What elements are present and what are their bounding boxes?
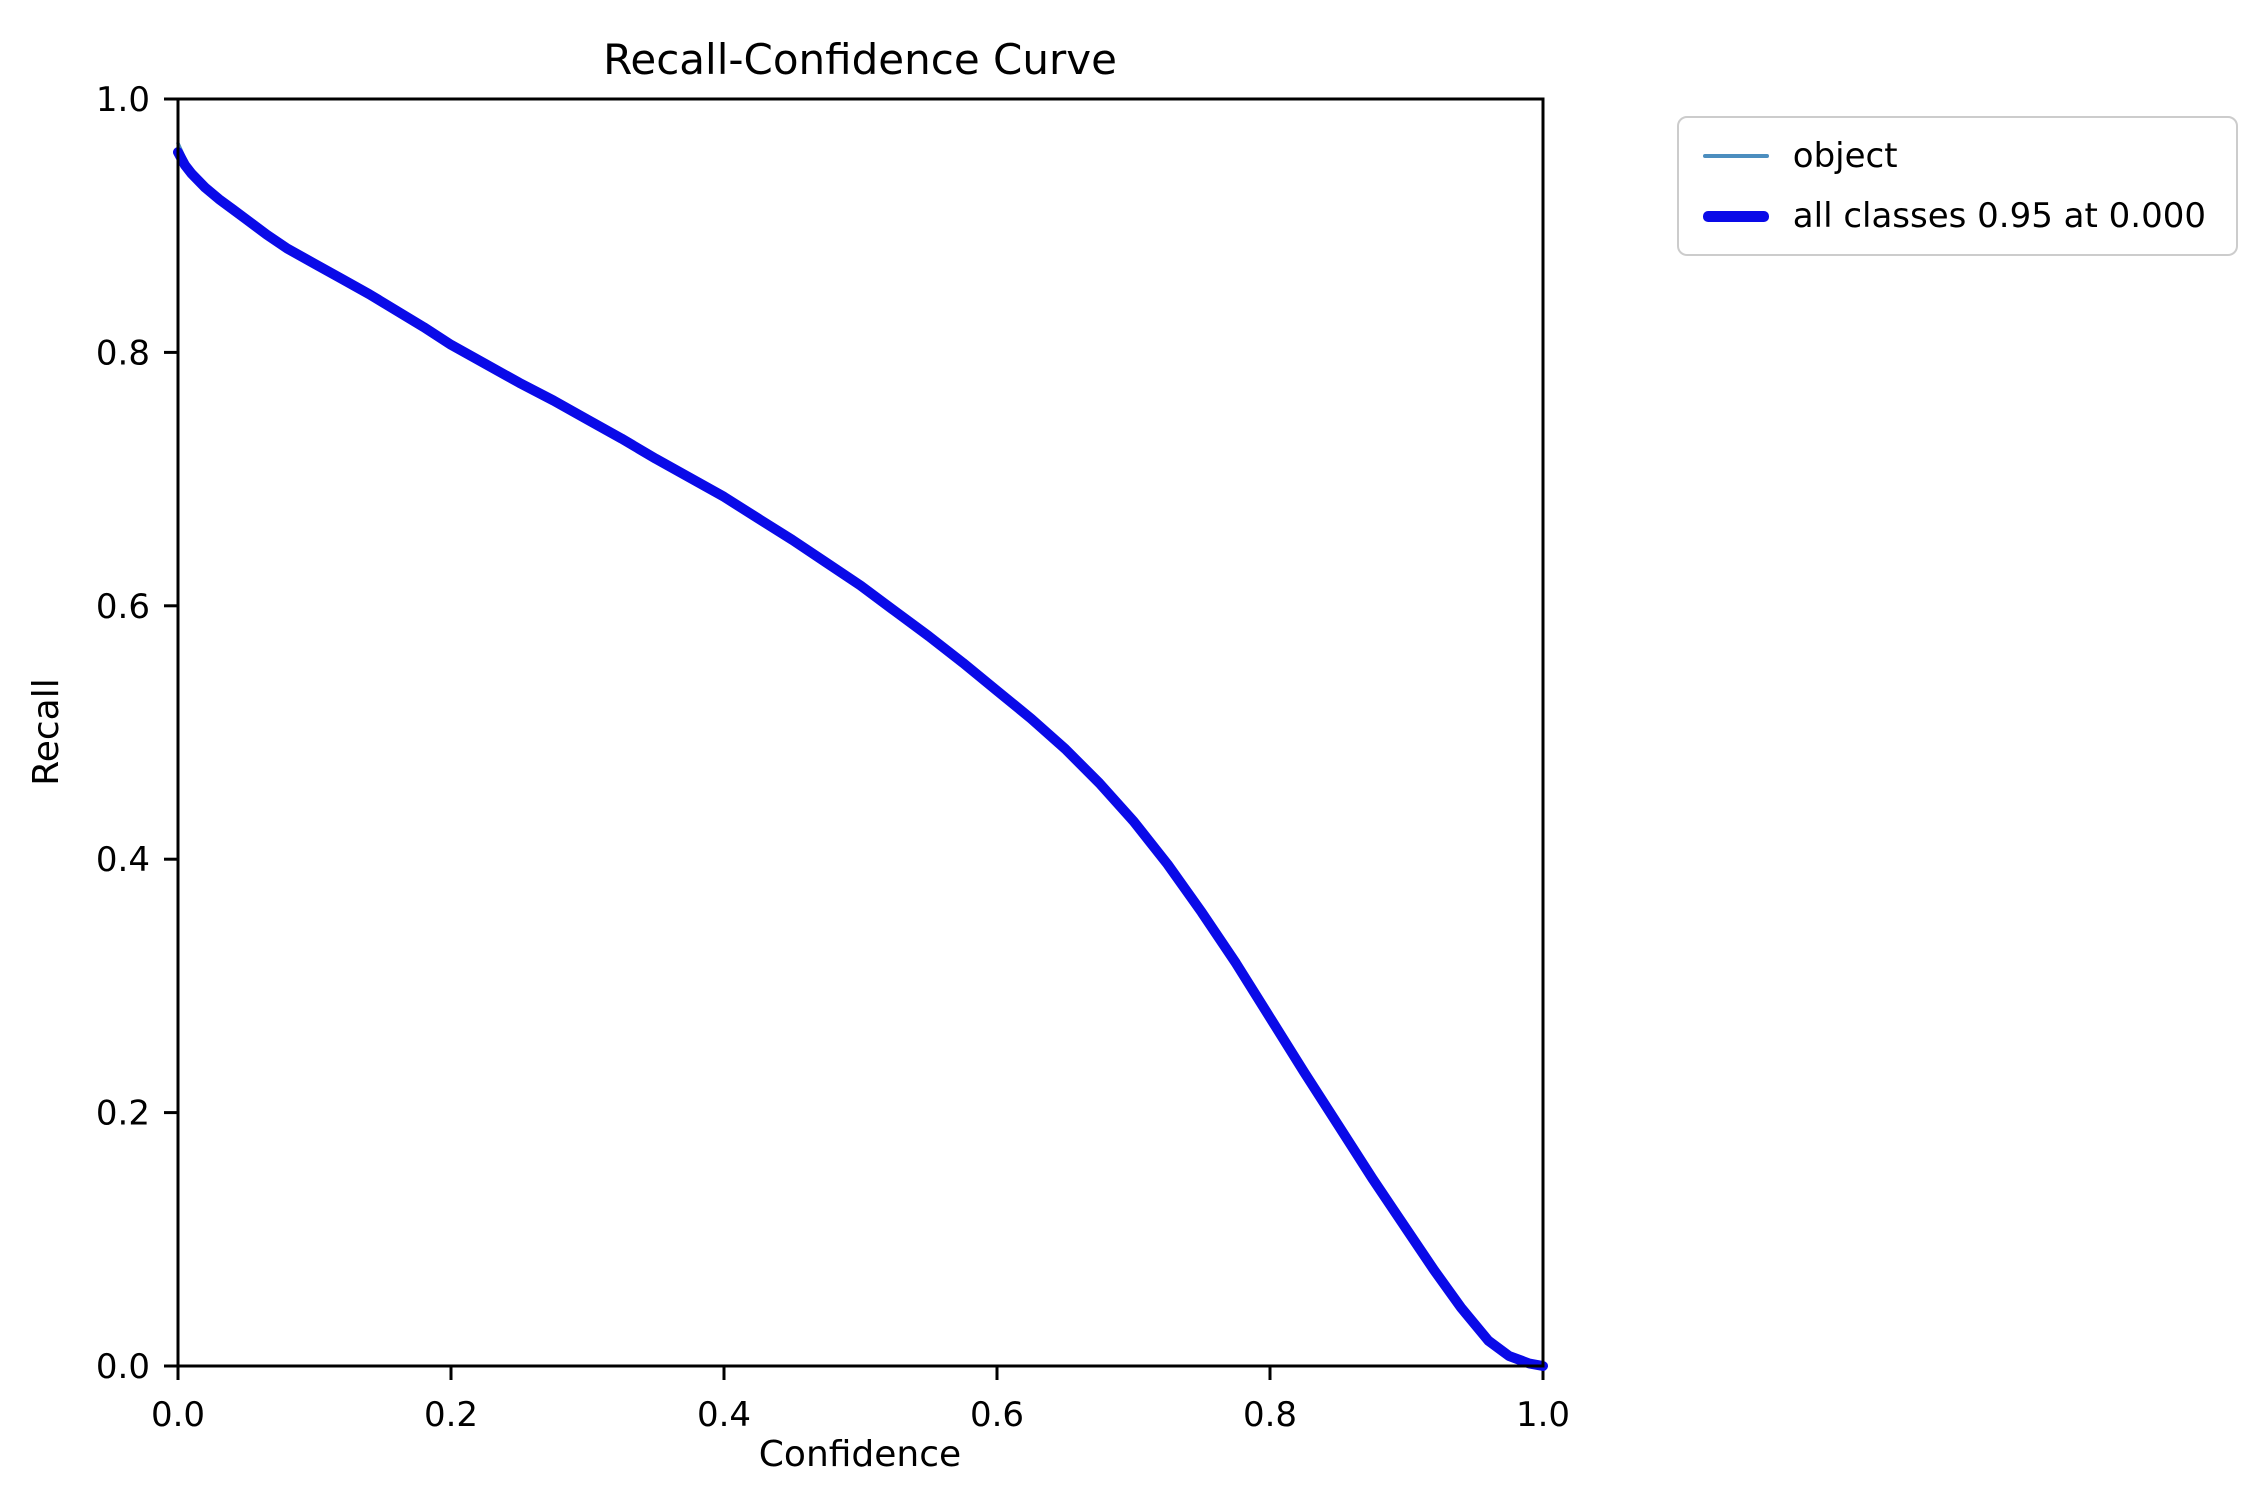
x-axis-label: Confidence: [759, 1434, 961, 1475]
y-tick-label: 0.2: [96, 1094, 150, 1134]
y-tick-label: 1.0: [96, 80, 150, 120]
legend-entry-object: object: [1702, 136, 2206, 176]
legend-label-object: object: [1792, 136, 1898, 176]
legend: object all classes 0.95 at 0.000: [1676, 116, 2238, 256]
y-axis-label: Recall: [26, 678, 67, 785]
x-tick-label: 0.4: [697, 1395, 751, 1435]
curves-group: [173, 141, 1548, 1371]
x-tick-label: 0.8: [1243, 1395, 1297, 1435]
all-classes-line-sample: [1702, 210, 1769, 222]
chart-title: Recall-Confidence Curve: [603, 35, 1117, 84]
x-tick-label: 0.0: [151, 1395, 205, 1435]
y-tick-label: 0.8: [96, 333, 150, 373]
object-line-sample: [1702, 154, 1769, 158]
y-tick-label: 0.4: [96, 840, 150, 880]
y-tick-label: 0.0: [96, 1347, 150, 1387]
x-tick-label: 0.2: [424, 1395, 478, 1435]
plot-border: [176, 97, 1545, 1368]
legend-label-all-classes: all classes 0.95 at 0.000: [1792, 196, 2206, 236]
x-tick-label: 1.0: [1516, 1395, 1570, 1435]
curve-all-classes: [173, 147, 1548, 1371]
legend-entry-all-classes: all classes 0.95 at 0.000: [1702, 196, 2206, 236]
curve-object: [176, 141, 1545, 1368]
axis-ticks: 0.0 0.2 0.4 0.6 0.8 1.0 0.0 0.2 0.4 0.6 0.8 1.0: [96, 80, 1570, 1435]
y-tick-label: 0.6: [96, 587, 150, 627]
x-tick-label: 0.6: [970, 1395, 1024, 1435]
